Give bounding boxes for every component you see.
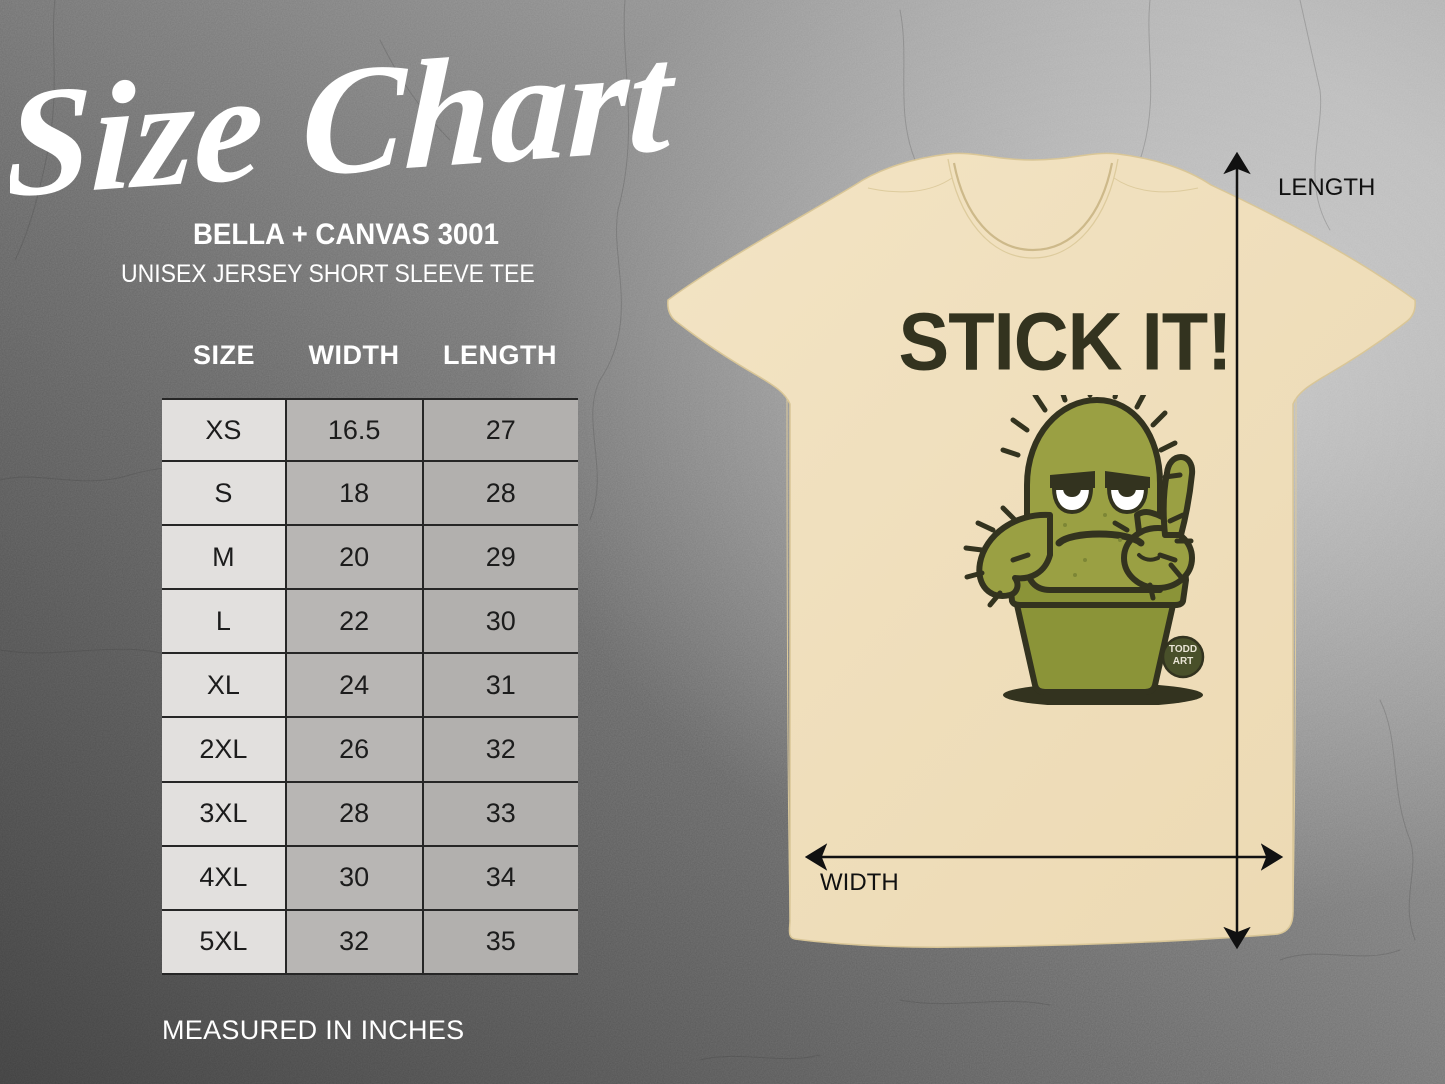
svg-text:LENGTH: LENGTH <box>1278 174 1375 201</box>
svg-text:WIDTH: WIDTH <box>820 869 899 896</box>
svg-text:STICK IT!: STICK IT! <box>899 295 1232 387</box>
svg-text:TODD: TODD <box>1169 644 1197 655</box>
svg-text:ART: ART <box>1173 656 1194 667</box>
